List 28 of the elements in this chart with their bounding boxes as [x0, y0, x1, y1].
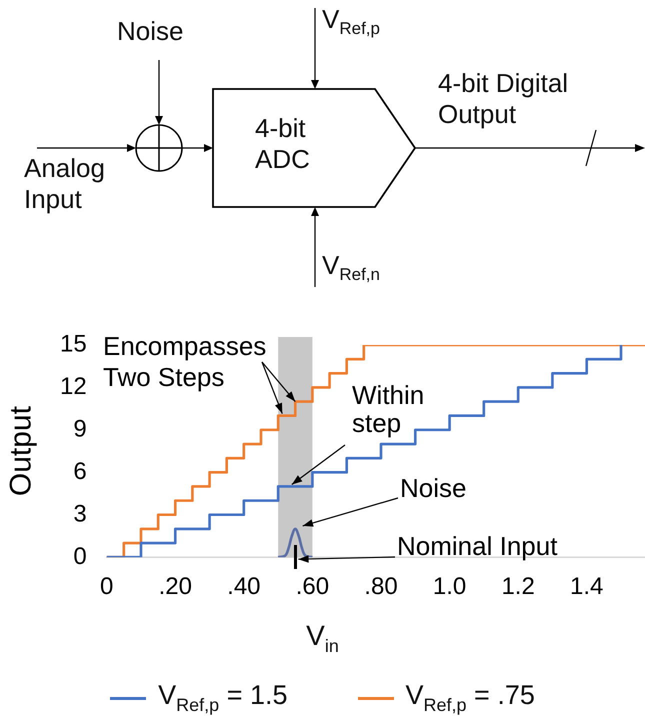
annotation: Noise — [400, 473, 466, 504]
y-tick-label: 12 — [60, 373, 87, 400]
x-tick-label: .40 — [227, 573, 261, 600]
legend-label: V$_{Ref,p}$ = 1.5 — [158, 680, 288, 716]
legend-label: V$_{Ref,p}$ = .75 — [406, 680, 535, 716]
x-axis-title: V$_{in}$ — [305, 620, 340, 657]
text: Analog Input — [24, 153, 106, 215]
y-tick-label: 6 — [73, 458, 87, 485]
x-tick-label: 1.4 — [570, 573, 604, 600]
y-tick-label: 9 — [73, 416, 87, 443]
text: 4-bit Digital Output — [438, 68, 570, 130]
annotation: Encompasses Two Steps — [103, 331, 266, 392]
y-tick-label: 0 — [73, 542, 87, 570]
x-tick-label: 1.0 — [432, 573, 466, 600]
y-tick-label: 3 — [73, 500, 87, 528]
x-tick-label: 0 — [100, 573, 114, 600]
y-tick-label: 15 — [60, 330, 87, 358]
annotation: Within step — [352, 380, 424, 438]
x-tick-label: 1.2 — [501, 573, 535, 600]
annotation: Nominal Input — [397, 531, 558, 562]
x-tick-label: .20 — [158, 573, 192, 600]
text: V$_{Ref,p}$ — [322, 4, 380, 40]
text: Noise — [117, 16, 184, 47]
text: V$_{Ref,n}$ — [322, 250, 380, 286]
x-tick-label: .80 — [364, 573, 398, 600]
text: 4-bit ADC — [255, 113, 311, 175]
x-tick-label: .60 — [296, 573, 330, 600]
y-axis-title: Output — [4, 405, 38, 496]
